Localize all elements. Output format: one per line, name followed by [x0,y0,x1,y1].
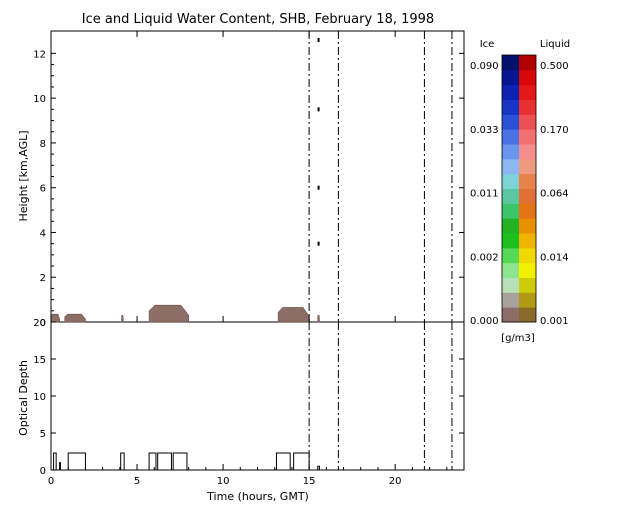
legend-units: [g/m3] [501,333,535,344]
liquid-color-swatch-1 [519,292,536,308]
optical-depth-tick-label-3: 15 [33,355,46,366]
liquid-color-swatch-13 [519,114,536,130]
cloud-patch-4 [277,307,310,323]
legend-colorbar-frame [501,54,537,323]
ice-scale-label-0: 0.090 [470,61,499,72]
ice-color-swatch-4 [502,247,519,264]
liquid-color-swatch-10 [519,158,536,175]
optical-depth-trace [51,452,464,471]
liquid-color-swatch-3 [519,262,536,278]
time-tick-label-3: 15 [303,476,316,487]
ice-color-swatch-17 [502,55,519,71]
time-tick-label-4: 20 [389,476,402,487]
liquid-scale-label-0: 0.500 [540,61,569,72]
optical-depth-tick-label-4: 20 [33,318,46,329]
liquid-color-swatch-6 [519,218,536,234]
liquid-color-swatch-4 [519,247,536,264]
chart-title: Ice and Liquid Water Content, SHB, Febru… [82,12,434,27]
cloud-patch-3 [148,304,189,323]
liquid-color-swatch-0 [519,307,536,323]
ice-color-swatch-5 [502,233,519,249]
liquid-scale-label-1: 0.170 [540,125,569,136]
liquid-color-swatch-17 [519,55,536,71]
legend-liquid-label: Liquid [540,39,570,50]
ice-color-swatch-12 [502,129,519,145]
optical-depth-axis-label: Optical Depth [17,360,30,436]
time-tick-label-0: 0 [48,476,54,487]
legend-ice-label: Ice [480,39,495,50]
optical-depth-tick-label-1: 5 [40,429,46,440]
time-tick-label-2: 10 [217,476,230,487]
cloud-patch-0 [50,313,60,323]
liquid-color-swatch-8 [519,188,536,204]
ice-color-swatch-10 [502,158,519,175]
ice-color-swatch-2 [502,277,519,293]
liquid-color-swatch-14 [519,99,536,115]
liquid-color-swatch-9 [519,173,536,189]
liquid-color-swatch-5 [519,233,536,249]
ice-color-swatch-16 [502,69,519,86]
cloud-patch-1 [64,313,86,323]
color-legend: Ice Liquid [g/m3] 0.090 0.033 0.011 0.002 0.… [470,39,570,344]
height-tick-label-1: 2 [40,273,46,284]
height-tick-label-6: 12 [33,49,46,60]
height-tick-label-0: 0 [40,318,46,329]
ice-color-swatch-6 [502,218,519,234]
ice-scale-label-1: 0.033 [470,125,499,136]
ice-scale-label-3: 0.002 [470,252,499,263]
isolated-cloud-point-1 [317,107,320,112]
liquid-color-swatch-2 [519,277,536,293]
height-axis-label: Height [km,AGL] [17,130,30,221]
ice-color-swatch-11 [502,144,519,160]
optical-depth-tick-label-2: 10 [33,392,46,403]
liquid-color-swatch-11 [519,144,536,160]
cloud-patch-5 [317,314,320,323]
ice-color-swatch-13 [502,114,519,130]
cloud-patch-2 [121,314,124,323]
liquid-color-swatch-12 [519,129,536,145]
height-panel: 0 2 4 6 8 10 12 [33,31,464,329]
ice-color-swatch-9 [502,173,519,189]
ice-color-swatch-0 [502,307,519,323]
optical-depth-tick-label-0: 0 [40,466,46,477]
height-tick-label-2: 4 [40,228,46,239]
ice-scale-label-2: 0.011 [470,189,499,200]
ice-color-swatch-3 [502,262,519,278]
height-tick-label-3: 6 [40,184,46,195]
time-axis-label: Time (hours, GMT) [206,490,309,503]
ice-color-swatch-8 [502,188,519,204]
ice-color-swatch-15 [502,84,519,100]
liquid-scale-label-3: 0.014 [540,252,569,263]
isolated-cloud-point-3 [317,241,320,246]
time-tick-label-1: 5 [134,476,140,487]
liquid-scale-label-2: 0.064 [540,189,569,200]
liquid-scale-label-4: 0.001 [540,316,569,327]
height-panel-frame [50,30,465,323]
optical-depth-panel-frame [50,321,465,471]
isolated-cloud-point-0 [317,37,320,42]
liquid-color-swatch-7 [519,203,536,219]
liquid-color-swatch-15 [519,84,536,100]
ice-color-swatch-1 [502,292,519,308]
height-tick-label-5: 10 [33,94,46,105]
ice-scale-label-4: 0.000 [470,316,499,327]
ice-color-swatch-7 [502,203,519,219]
ice-color-swatch-14 [502,99,519,115]
isolated-cloud-point-2 [317,185,320,190]
liquid-color-swatch-16 [519,69,536,86]
height-tick-label-4: 8 [40,139,46,150]
